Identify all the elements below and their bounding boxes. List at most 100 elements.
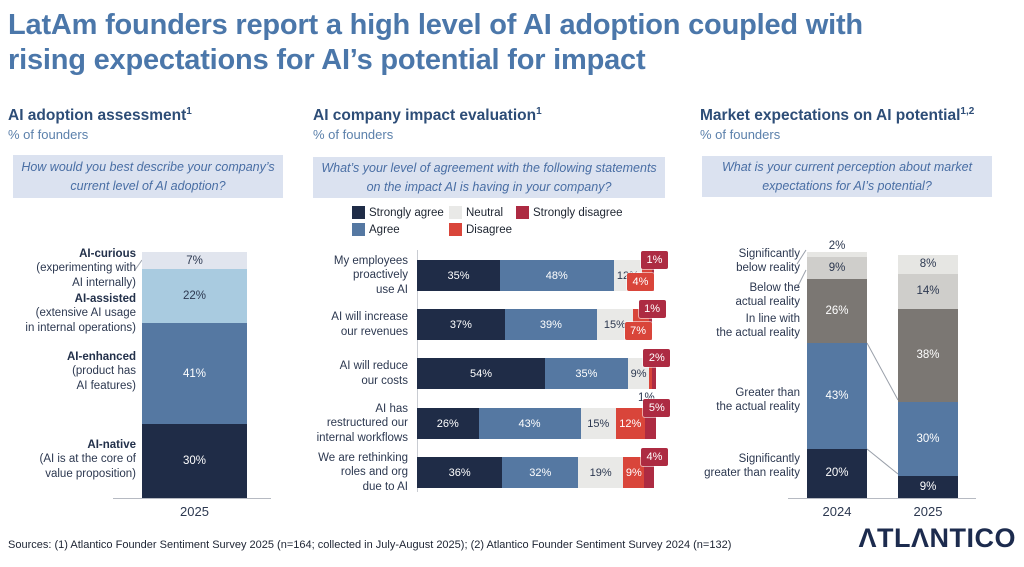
bar-segment: 9% (898, 475, 958, 498)
bar-segment: 35% (417, 260, 500, 291)
statement-label: AI will increase our revenues (331, 311, 408, 338)
bar-segment: 8% (898, 254, 958, 275)
panel-header-market: Market expectations on AI potential1,2 %… (700, 106, 974, 142)
question-box-market: What is your current perception about ma… (702, 156, 992, 197)
bar-segment: 37% (417, 309, 505, 340)
bar-segment: 20% (807, 448, 867, 498)
sources-text: Sources: (1) Atlantico Founder Sentiment… (8, 539, 732, 551)
segment-value-label: 41% (182, 367, 207, 380)
question-box-impact: What’s your level of agreement with the … (313, 157, 665, 198)
legend-label: Agree (369, 223, 400, 236)
segment-value-label: 35% (575, 367, 598, 380)
bar-segment: 48% (499, 260, 614, 291)
bar-segment: 43% (807, 343, 867, 449)
statement-label: AI will reduce our costs (339, 360, 408, 387)
panel-title: Market expectations on AI potential1,2 (700, 106, 974, 125)
disagree-callout: 4% (627, 273, 654, 291)
bar-segment: 38% (898, 308, 958, 403)
segment-value-label: 12% (619, 417, 642, 430)
category-label: AI-assisted (extensive AI usage in intern… (2, 292, 136, 335)
segment-value-label: 8% (919, 258, 937, 271)
strongly-disagree-callout: 1% (641, 251, 668, 269)
segment-value-label: 43% (825, 389, 849, 402)
segment-value-label: 15% (603, 318, 626, 331)
legend-item: Strongly agree (352, 206, 444, 219)
category-label: In line with the actual reality (716, 313, 800, 340)
category-label: AI-curious (experimenting with AI interna… (2, 247, 136, 290)
year-label: 2025 (180, 504, 209, 519)
year-label: 2024 (822, 504, 852, 519)
disagree-callout: 7% (624, 322, 652, 340)
panel-title-superscript: 1 (186, 106, 192, 117)
bar-segment: 43% (478, 408, 581, 439)
panel-header-impact: AI company impact evaluation1 % of found… (313, 106, 542, 142)
category-name: AI-assisted (74, 293, 136, 305)
segment-value-label: 19% (589, 466, 612, 479)
statement-label: We are rethinking roles and org due to A… (318, 451, 408, 493)
impact-bar-row: 37% 39% 15% 1% 7% (417, 300, 666, 340)
segment-value-label: 2% (828, 240, 846, 253)
category-label: Significantly greater than reality (704, 453, 800, 480)
impact-bar-row: 54% 35% 9% 2% 1% (417, 349, 671, 404)
strongly-disagree-callout: 4% (641, 448, 668, 466)
impact-bar-row: 35%48%12%1%4% (417, 251, 668, 291)
bar-segment: 19% (578, 457, 624, 488)
statement-label: AI has restructured our internal workflo… (316, 402, 408, 444)
segment-value-label: 43% (518, 417, 541, 430)
x-axis-line-market (788, 498, 976, 499)
bar-segment: 41% (142, 323, 247, 425)
segment-value-label: 15% (587, 417, 610, 430)
strongly-disagree-callout: 5% (643, 399, 671, 417)
category-description: (extensive AI usage in internal operatio… (25, 307, 136, 334)
atlantico-logo: ΛTLΛNTICO (858, 523, 1016, 553)
bar-segment: 39% (504, 309, 598, 340)
segment-value-label: 35% (447, 269, 470, 282)
category-description: (experimenting with AI internally) (36, 262, 136, 289)
bar-segment: 26% (807, 279, 867, 344)
panel-title-superscript: 1,2 (960, 106, 975, 117)
bar-segment: 15% (580, 408, 617, 439)
segment-value-label: 9% (919, 480, 937, 493)
segment-value-label: 39% (539, 318, 562, 331)
legend-swatch (516, 206, 529, 219)
category-description: (AI is at the core of value proposition) (39, 453, 136, 480)
legend-item: Agree (352, 223, 400, 236)
category-label: Significantly below reality (736, 248, 800, 275)
x-axis-line-adoption (113, 498, 271, 499)
segment-value-label: 26% (825, 305, 849, 318)
bar-segment: 2% (807, 240, 867, 257)
category-name: AI-curious (79, 248, 136, 260)
bar-segment (651, 358, 657, 389)
segment-value-label: 7% (186, 254, 203, 267)
segment-value-label: 14% (916, 285, 940, 298)
segment-value-label: 36% (448, 466, 471, 479)
impact-bar-row: 36% 32% 19% 9% 4% (417, 448, 668, 488)
segment-value-label: 9% (828, 262, 846, 275)
legend-swatch (352, 223, 365, 236)
legend: Strongly agree Agree Neutral Disagree Strong… (352, 206, 664, 240)
segment-value-label: 30% (182, 455, 207, 468)
segment-value-label: 48% (545, 269, 568, 282)
legend-swatch (352, 206, 365, 219)
segment-value-label: 32% (529, 466, 552, 479)
legend-label: Disagree (466, 223, 513, 236)
category-label: Below the actual reality (735, 282, 800, 309)
panel-header-adoption: AI adoption assessment1 % of founders (8, 106, 192, 142)
bar-segment (644, 408, 657, 439)
category-label: AI-native (AI is at the core of value pro… (2, 438, 136, 481)
category-label: AI-enhanced (product has AI features) (2, 350, 136, 393)
strongly-disagree-callout: 1% (638, 300, 666, 318)
legend-item: Neutral (449, 206, 503, 219)
segment-value-label: 9% (630, 367, 647, 380)
segment-value-label: 26% (436, 417, 459, 430)
bar-segment: 36% (417, 457, 503, 488)
bar-segment: 30% (142, 424, 247, 498)
impact-bar-row: 26% 43% 15% 12% 5% (417, 399, 671, 439)
panel-subtitle: % of founders (8, 127, 89, 143)
panel-title-text: AI company impact evaluation (313, 107, 537, 125)
question-box-adoption: How would you best describe your company… (13, 155, 283, 198)
legend-swatch (449, 223, 462, 236)
bar-segment: 22% (142, 269, 247, 324)
year-label: 2025 (913, 504, 943, 519)
